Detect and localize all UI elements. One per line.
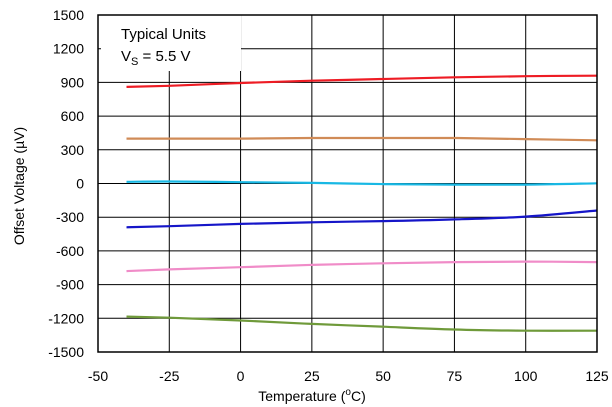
x-axis-label-text: Temperature ( [258, 388, 345, 404]
y-tick-labels: 1500 1200 900 600 300 0 -300 -600 -900 -1200 -1500 [48, 7, 84, 360]
y-tick-label: 600 [61, 108, 85, 124]
series-line-6 [126, 315, 598, 332]
annotation-line-2-prefix: V [121, 48, 131, 65]
y-tick-label: 900 [61, 74, 85, 90]
x-tick-label: 50 [375, 368, 391, 384]
x-tick-label: -25 [159, 368, 179, 384]
x-tick-label: -50 [88, 368, 108, 384]
x-tick-labels: -50 -25 0 25 50 75 100 125 [88, 368, 609, 384]
y-tick-label: -900 [56, 277, 84, 293]
y-axis-label: Offset Voltage (µV) [11, 127, 27, 245]
series-line-2 [126, 136, 598, 142]
series-line-5 [126, 260, 598, 273]
y-tick-label: -600 [56, 243, 84, 259]
x-tick-label: 0 [237, 368, 245, 384]
data-series [126, 74, 598, 332]
y-tick-label: -1200 [48, 310, 84, 326]
annotation-line-1: Typical Units [121, 26, 206, 43]
y-tick-label: 1200 [53, 41, 84, 57]
x-axis-label-superscript: o [345, 387, 351, 398]
x-tick-label: 125 [585, 368, 609, 384]
x-tick-label: 100 [514, 368, 538, 384]
series-line-1 [126, 74, 598, 88]
annotation-line-2-suffix: = 5.5 V [138, 48, 190, 65]
plot-frame [97, 14, 598, 353]
annotation-line-2: VS = 5.5 V [121, 48, 190, 68]
annotation-line-2-subscript: S [131, 56, 138, 68]
y-tick-label: 1500 [53, 7, 84, 23]
annotation-background [101, 15, 241, 71]
y-tick-label: 0 [76, 176, 84, 192]
y-tick-label: 300 [61, 142, 85, 158]
x-axis-label: Temperature (oC) [258, 387, 366, 404]
y-tick-label: -1500 [48, 344, 84, 360]
annotation-box: Typical Units VS = 5.5 V [101, 15, 241, 71]
x-axis-label-suffix: C) [351, 388, 366, 404]
series-line-4 [126, 209, 598, 229]
x-tick-label: 25 [304, 368, 320, 384]
x-tick-label: 75 [447, 368, 463, 384]
series-line-3 [126, 180, 598, 186]
y-tick-label: -300 [56, 209, 84, 225]
